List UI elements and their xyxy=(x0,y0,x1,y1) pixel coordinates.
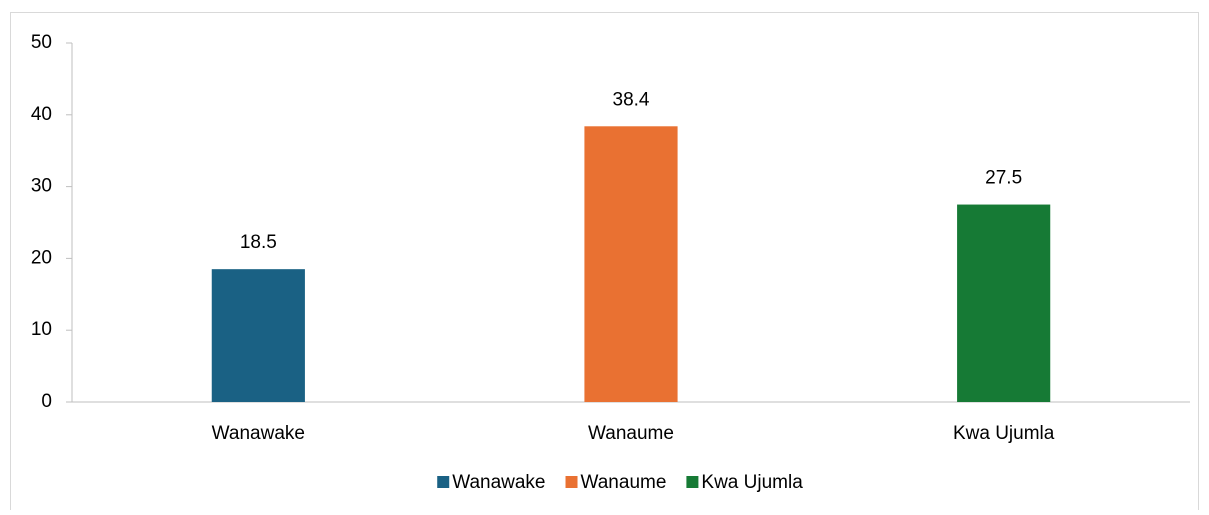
legend-label: Wanaume xyxy=(581,472,667,493)
x-tick-label: Wanaume xyxy=(588,423,674,444)
y-tick-label: 0 xyxy=(41,391,52,412)
y-tick-label: 50 xyxy=(31,32,52,53)
y-tick-label: 40 xyxy=(31,104,52,125)
legend-swatch xyxy=(437,476,450,488)
bar xyxy=(584,126,678,403)
y-tick-label: 10 xyxy=(31,319,52,340)
y-tick-label: 30 xyxy=(31,176,52,197)
x-tick-label: Wanawake xyxy=(212,423,305,444)
data-label: 38.4 xyxy=(613,89,650,110)
chart-border xyxy=(10,12,1199,515)
data-label: 27.5 xyxy=(985,168,1022,189)
y-tick-label: 20 xyxy=(31,247,52,268)
bar xyxy=(211,269,305,402)
legend-swatch xyxy=(565,476,578,488)
bar xyxy=(957,204,1051,402)
legend-label: Kwa Ujumla xyxy=(701,472,803,493)
legend-label: Wanawake xyxy=(452,472,545,493)
data-label: 18.5 xyxy=(240,232,277,253)
x-tick-label: Kwa Ujumla xyxy=(953,423,1055,444)
legend-swatch xyxy=(686,476,699,488)
